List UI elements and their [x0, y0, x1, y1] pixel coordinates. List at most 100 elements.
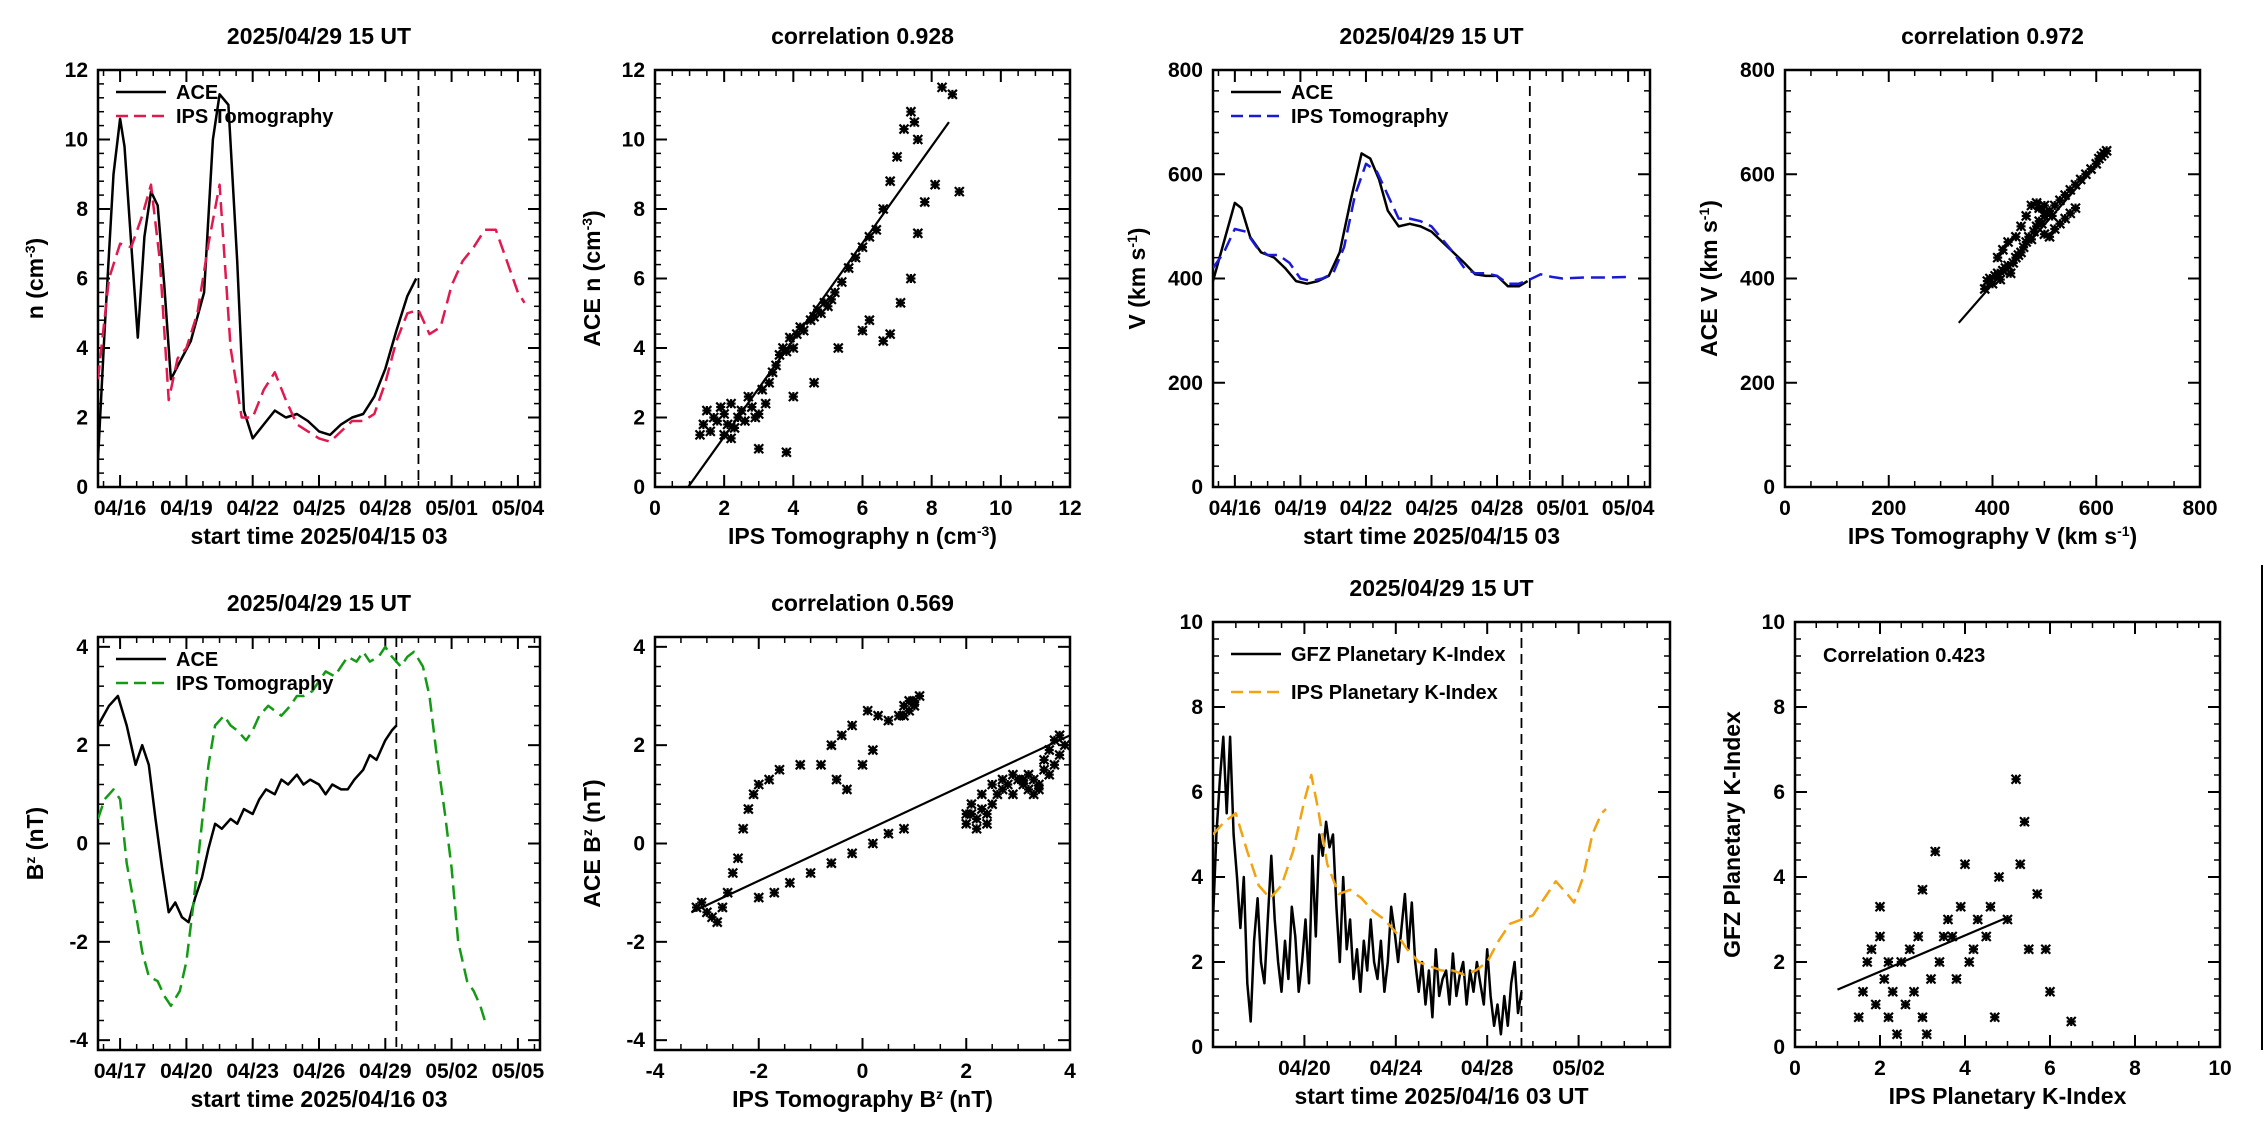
x-axis-label-part: -1	[2117, 523, 2130, 539]
scatter-point	[2044, 231, 2055, 243]
scatter-point	[2020, 210, 2032, 222]
scatter-point	[1028, 789, 1039, 800]
legend-entry: ACE	[1291, 82, 1333, 104]
scatter-point	[1018, 779, 1029, 790]
scatter-point	[769, 887, 780, 898]
y-tick-label: 8	[1191, 696, 1203, 719]
y-tick-label: 10	[622, 129, 645, 152]
y-tick-label: 4	[633, 337, 645, 360]
chart-title: correlation 0.928	[771, 23, 954, 49]
y-axis-label-part: z	[579, 829, 595, 836]
scatter-point	[898, 710, 910, 721]
scatter-point	[905, 273, 917, 284]
x-tick-label: 04/28	[359, 497, 412, 520]
x-tick-label: 04/20	[1278, 1057, 1331, 1080]
scatter-point	[753, 892, 765, 903]
scatter-point	[1951, 973, 1962, 985]
scatter-point	[981, 818, 993, 830]
scatter-point	[903, 695, 915, 707]
scatter-point	[794, 759, 806, 771]
x-tick-label: 04/22	[1340, 497, 1393, 520]
y-tick-label: 0	[1191, 1036, 1203, 1059]
scatter-point	[815, 307, 827, 319]
scatter-point	[909, 700, 920, 712]
plot-area	[1837, 773, 2077, 1040]
x-axis-label: IPS Planetary K-Index	[1889, 1083, 2127, 1109]
scatter-point	[997, 784, 1008, 795]
scatter-point	[1012, 774, 1024, 785]
scatter-point	[781, 346, 792, 357]
x-tick-label: 400	[1975, 497, 2010, 520]
scatter-point	[767, 367, 778, 378]
scatter-point	[2028, 226, 2040, 237]
scatter-point	[711, 916, 723, 928]
y-axis-label: V (km s-1)	[1124, 228, 1150, 330]
y-tick-label: 800	[1168, 59, 1203, 82]
scatter-point	[1861, 956, 1873, 968]
y-tick-label: 400	[1168, 268, 1203, 291]
scatter-point	[1979, 283, 1990, 295]
y-tick-label: 10	[65, 129, 88, 152]
panel-8: 0 2 4 6 8 10 0 2 4 6 8 10 IPS Planetary K-Index GFZ P…	[1719, 611, 2232, 1109]
x-tick-label: 04/23	[226, 1060, 279, 1083]
scatter-point	[1972, 914, 1984, 925]
x-tick-label: 04/28	[1461, 1057, 1514, 1080]
chart-title: 2025/04/29 15 UT	[227, 590, 411, 616]
x-tick-label: 05/01	[1536, 497, 1589, 520]
scatter-point	[1891, 1028, 1903, 1040]
scatter-point	[1018, 774, 1029, 785]
scatter-point	[2044, 986, 2056, 998]
series-line-1	[98, 93, 418, 460]
x-axis-label-part: IPS Tomography V (km s	[1848, 523, 2117, 549]
y-tick-label: 0	[1191, 476, 1203, 499]
x-tick-label: 12	[1058, 497, 1081, 520]
scatter-point	[2101, 145, 2112, 157]
x-tick-label: 4	[1064, 1060, 1076, 1083]
y-tick-label: 6	[76, 268, 88, 291]
x-tick-label: 05/05	[492, 1060, 545, 1083]
scatter-point	[1883, 956, 1894, 968]
scatter-point	[1043, 769, 1055, 780]
x-axis-label: start time 2025/04/15 03	[190, 523, 447, 549]
scatter-point	[864, 314, 875, 326]
correlation-annotation: Correlation 0.423	[1823, 645, 1985, 667]
y-tick-label: 0	[1773, 1036, 1785, 1059]
scatter-point	[2010, 773, 2022, 785]
plot-frame	[96, 635, 542, 1052]
scatter-point	[912, 228, 924, 239]
scatter-point	[1992, 252, 2003, 263]
x-tick-label: 6	[857, 497, 869, 520]
y-axis-label-part: z	[22, 857, 38, 864]
scatter-point	[753, 779, 765, 790]
scatter-point	[898, 123, 910, 135]
scatter-point	[784, 332, 796, 343]
scatter-point	[784, 877, 796, 889]
scatter-point	[725, 398, 737, 409]
scatter-point	[2031, 888, 2043, 900]
y-tick-label: 8	[1773, 696, 1785, 719]
series-line-1	[1213, 152, 1529, 288]
scatter-point	[717, 902, 728, 913]
x-tick-label: 4	[787, 497, 799, 520]
scatter-point	[981, 808, 993, 820]
x-tick-label: 600	[2079, 497, 2114, 520]
scatter-point	[788, 342, 799, 354]
chart-title: 2025/04/29 15 UT	[1349, 575, 1533, 601]
scatter-point	[2002, 914, 2013, 925]
scatter-point	[2036, 218, 2048, 230]
y-axis-label-part: (nT)	[22, 807, 48, 857]
scatter-point	[877, 203, 889, 215]
x-axis-label: start time 2025/04/16 03	[190, 1086, 447, 1112]
scatter-point	[722, 419, 733, 430]
panel-4: 0 200 400 600 800 0 200 400 600 800 correlation 0.…	[1696, 23, 2218, 549]
y-tick-label: -4	[69, 1029, 88, 1052]
scatter-point	[966, 798, 977, 810]
plot-frame	[653, 635, 1072, 1052]
series-line-1	[98, 694, 398, 924]
scatter-point	[760, 398, 771, 409]
x-tick-label: 2	[960, 1060, 972, 1083]
legend-entry: IPS Tomography	[176, 673, 334, 695]
scatter-point	[884, 328, 896, 340]
plot-area	[690, 690, 1070, 928]
